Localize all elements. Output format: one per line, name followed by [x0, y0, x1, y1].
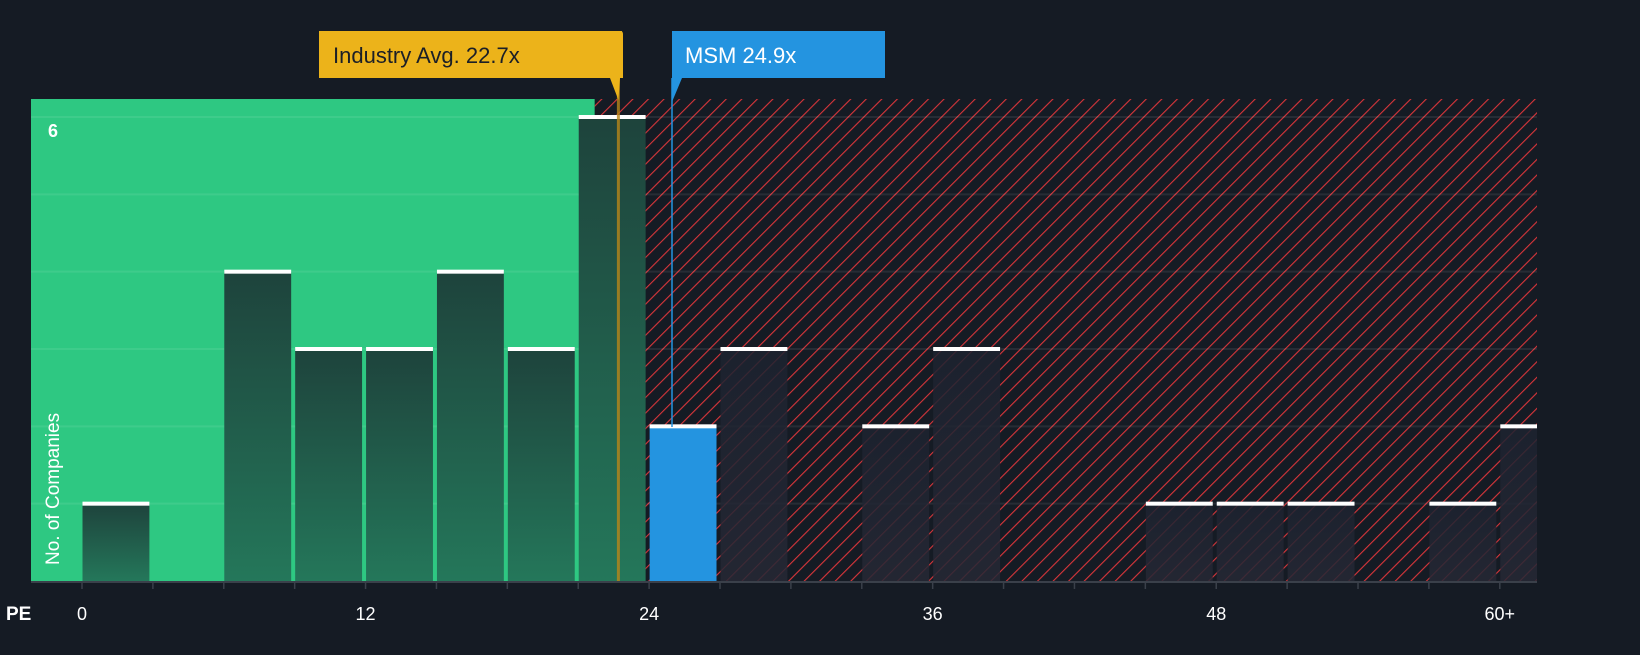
histogram-bar: [82, 503, 150, 581]
x-tick-label: 48: [1206, 604, 1226, 624]
histogram-bar: [295, 349, 363, 581]
bar-cap: [507, 347, 575, 351]
bar-cap: [933, 347, 1001, 351]
x-tick-label: 24: [639, 604, 659, 624]
bar-cap: [720, 347, 788, 351]
bar-cap: [82, 501, 150, 506]
bar-cap: [295, 347, 363, 351]
bar-cap: [436, 269, 504, 274]
histogram-bar: [1216, 503, 1284, 581]
histogram-bar: [1287, 503, 1355, 581]
industry-avg-label: Industry Avg. 22.7x: [333, 43, 520, 68]
company-pe-callout: [672, 31, 885, 102]
company-pe-label: MSM 24.9x: [685, 43, 796, 68]
histogram-bar: [720, 349, 788, 581]
x-axis-label: PE: [6, 604, 31, 625]
x-tick-label: 36: [923, 604, 943, 624]
histogram-bar: [1145, 503, 1213, 581]
x-tick-label: 0: [77, 604, 87, 624]
x-tick-label: 12: [356, 604, 376, 624]
bar-cap: [366, 347, 433, 351]
histogram-bar: [1500, 426, 1537, 581]
bar-cap: [578, 115, 646, 119]
histogram-bar: [1429, 503, 1497, 581]
histogram-bar: [224, 271, 292, 581]
x-tick-label: 60+: [1485, 604, 1516, 624]
industry-avg-box: [319, 31, 623, 78]
bar-cap: [1145, 501, 1213, 506]
histogram-bar: [436, 271, 504, 581]
histogram-bar: [649, 426, 717, 581]
y-axis-label: No. of Companies: [43, 413, 64, 565]
bar-cap: [224, 269, 292, 274]
bar-cap: [1287, 501, 1355, 506]
bar-cap: [1216, 501, 1284, 506]
bar-cap: [1500, 424, 1537, 429]
histogram-bar: [366, 349, 433, 581]
bar-cap: [1429, 501, 1497, 506]
histogram-bar: [933, 349, 1001, 581]
histogram-bar: [862, 426, 930, 581]
histogram-bar: [507, 349, 575, 581]
histogram-bar: [578, 117, 646, 581]
bar-cap: [862, 424, 930, 429]
y-tick-label: 6: [48, 121, 58, 141]
bar-cap: [649, 424, 717, 429]
